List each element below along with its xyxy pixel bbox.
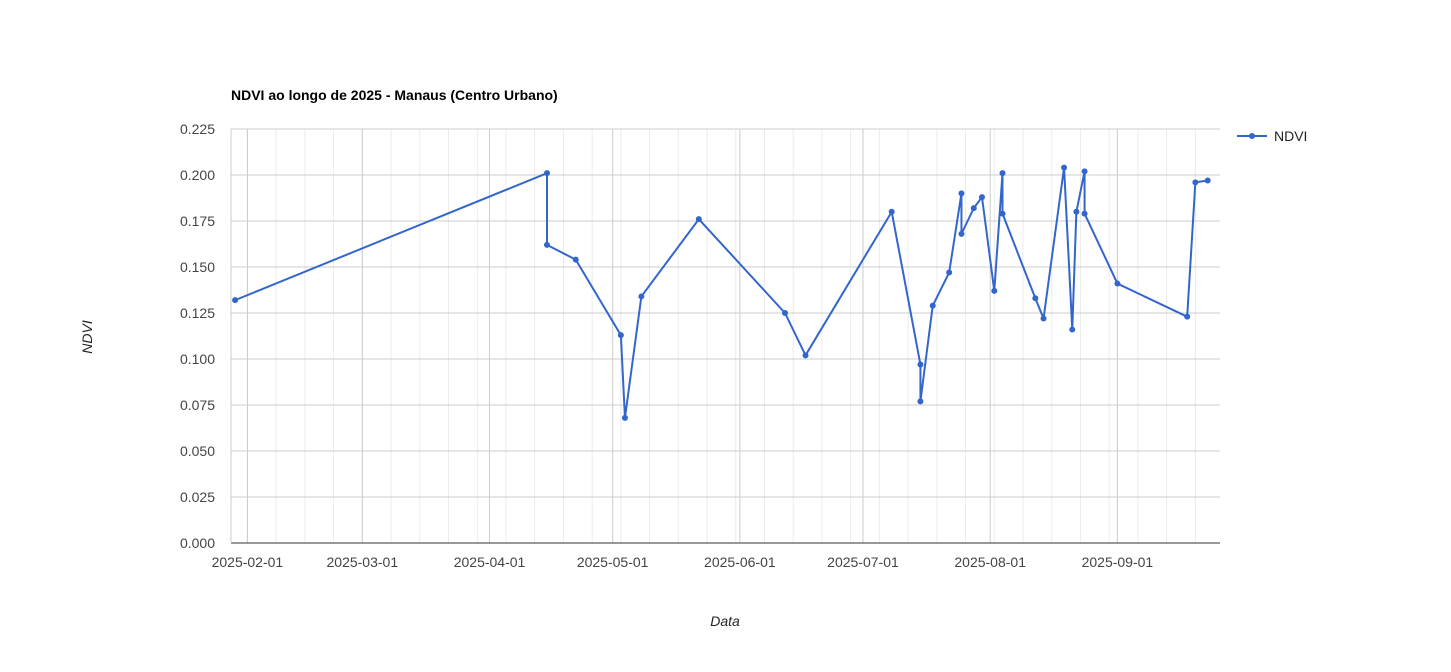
data-point[interactable] xyxy=(572,256,579,263)
x-tick-label: 2025-06-01 xyxy=(704,554,776,570)
y-axis-title: NDVI xyxy=(79,320,95,354)
y-tick-label: 0.150 xyxy=(180,259,215,275)
data-point[interactable] xyxy=(638,293,645,300)
data-point[interactable] xyxy=(917,398,924,405)
data-point[interactable] xyxy=(232,297,239,304)
data-point[interactable] xyxy=(1061,164,1068,171)
y-tick-label: 0.025 xyxy=(180,489,215,505)
data-point[interactable] xyxy=(1073,208,1080,215)
tick-labels: 0.000 0.025 0.050 0.075 0.100 0.125 0.150 0.175… xyxy=(180,121,1153,570)
axes xyxy=(230,129,1220,544)
grid xyxy=(231,128,1220,544)
series-line-ndvi xyxy=(234,166,1208,419)
data-point[interactable] xyxy=(543,241,550,248)
data-point[interactable] xyxy=(1081,210,1088,217)
data-point[interactable] xyxy=(543,170,550,177)
x-tick-label: 2025-09-01 xyxy=(1082,554,1154,570)
data-point[interactable] xyxy=(1069,326,1076,333)
data-point[interactable] xyxy=(991,287,998,294)
series-layer xyxy=(232,164,1211,421)
data-point[interactable] xyxy=(888,208,895,215)
x-tick-label: 2025-02-01 xyxy=(212,554,284,570)
data-point[interactable] xyxy=(782,310,789,316)
x-tick-label: 2025-07-01 xyxy=(827,554,899,570)
x-tick-label: 2025-04-01 xyxy=(454,554,526,570)
data-point[interactable] xyxy=(917,361,924,368)
data-point[interactable] xyxy=(617,332,624,339)
legend-marker xyxy=(1249,133,1255,139)
data-point[interactable] xyxy=(958,190,965,197)
y-tick-label: 0.100 xyxy=(180,351,215,367)
data-point[interactable] xyxy=(999,170,1006,177)
data-point[interactable] xyxy=(621,414,628,421)
y-tick-label: 0.175 xyxy=(180,213,215,229)
data-point[interactable] xyxy=(1192,179,1199,186)
data-point[interactable] xyxy=(1204,177,1211,184)
data-point[interactable] xyxy=(1081,168,1088,175)
x-axis-title: Data xyxy=(710,613,740,629)
x-tick-label: 2025-03-01 xyxy=(327,554,399,570)
legend-label: NDVI xyxy=(1274,128,1307,144)
data-point[interactable] xyxy=(802,352,809,359)
y-tick-label: 0.200 xyxy=(180,167,215,183)
data-point[interactable] xyxy=(946,269,953,276)
y-tick-label: 0.000 xyxy=(180,535,215,551)
data-point[interactable] xyxy=(1114,280,1121,287)
x-tick-label: 2025-08-01 xyxy=(954,554,1026,570)
data-point[interactable] xyxy=(999,210,1006,217)
data-point[interactable] xyxy=(1184,313,1191,320)
data-point[interactable] xyxy=(1040,315,1047,322)
data-point[interactable] xyxy=(970,205,977,212)
y-tick-label: 0.225 xyxy=(180,121,215,137)
data-point[interactable] xyxy=(929,302,936,309)
data-point[interactable] xyxy=(958,230,965,237)
legend[interactable]: NDVI xyxy=(1237,128,1307,144)
data-point[interactable] xyxy=(695,216,702,223)
data-point[interactable] xyxy=(978,194,985,201)
y-tick-label: 0.075 xyxy=(180,397,215,413)
data-point[interactable] xyxy=(1032,295,1039,302)
y-tick-label: 0.125 xyxy=(180,305,215,321)
x-tick-label: 2025-05-01 xyxy=(577,554,649,570)
chart-title: NDVI ao longo de 2025 - Manaus (Centro U… xyxy=(231,87,558,103)
y-tick-label: 0.050 xyxy=(180,443,215,459)
